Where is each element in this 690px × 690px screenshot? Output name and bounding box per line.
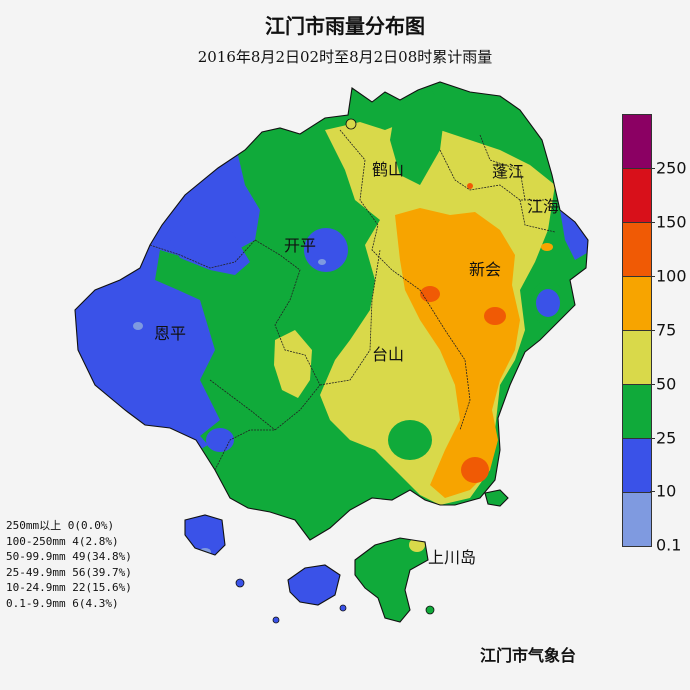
legend-swatch [623,169,651,223]
legend-swatch [623,115,651,169]
label-kaiping: 开平 [284,236,317,255]
small-islands [235,118,435,624]
legend-tick-label: 150 [656,212,687,232]
legend-swatch [623,277,651,331]
legend-tick-label: 100 [656,266,687,286]
legend-tick [650,438,655,439]
rainfall-stats: 250mm以上 0(0.0%) 100-250mm 4(2.8%) 50-99.… [6,518,132,611]
credit-label: 江门市气象台 [480,646,577,665]
label-xinhui: 新会 [469,260,502,279]
legend-swatch [623,493,651,546]
stats-row: 25-49.9mm 56(39.7%) [6,565,132,579]
map-title: 江门市雨量分布图 [265,14,425,38]
legend-tick-label: 10 [656,481,677,501]
coastline [74,81,589,623]
legend-tick [650,491,655,492]
legend-swatch [623,223,651,277]
label-shangchuan: 上川岛 [428,548,477,567]
stats-row: 100-250mm 4(2.8%) [6,534,119,548]
legend-tick [650,168,655,169]
label-heshan: 鹤山 [372,160,405,179]
station-marker [467,183,473,189]
legend-tick-label: 25 [656,428,677,448]
map-subtitle: 2016年8月2日02时至8月2日08时累计雨量 [197,48,493,66]
label-taishan: 台山 [372,345,405,364]
stats-row: 250mm以上 0(0.0%) [6,519,115,532]
legend-tick-label: 75 [656,320,677,340]
label-jianghai: 江海 [527,197,560,216]
legend-colorbar [622,114,652,547]
county-boundaries [149,129,556,471]
label-pengjiang: 蓬江 [492,162,525,181]
legend-tick [650,276,655,277]
stats-row: 10-24.9mm 22(15.6%) [6,581,132,594]
stats-row: 50-99.9mm 49(34.8%) [6,550,132,563]
legend-swatch [623,439,651,493]
legend-swatch [623,331,651,385]
legend-swatch [623,385,651,439]
legend-tick [650,222,655,223]
legend-tick-label: 0.1 [656,535,682,555]
legend-tick [650,384,655,385]
legend-tick-label: 50 [656,374,677,394]
legend-tick-label: 250 [656,158,687,178]
legend-tick [650,330,655,331]
stats-row: 0.1-9.9mm 6(4.3%) [6,596,119,610]
label-enping: 恩平 [154,324,187,343]
